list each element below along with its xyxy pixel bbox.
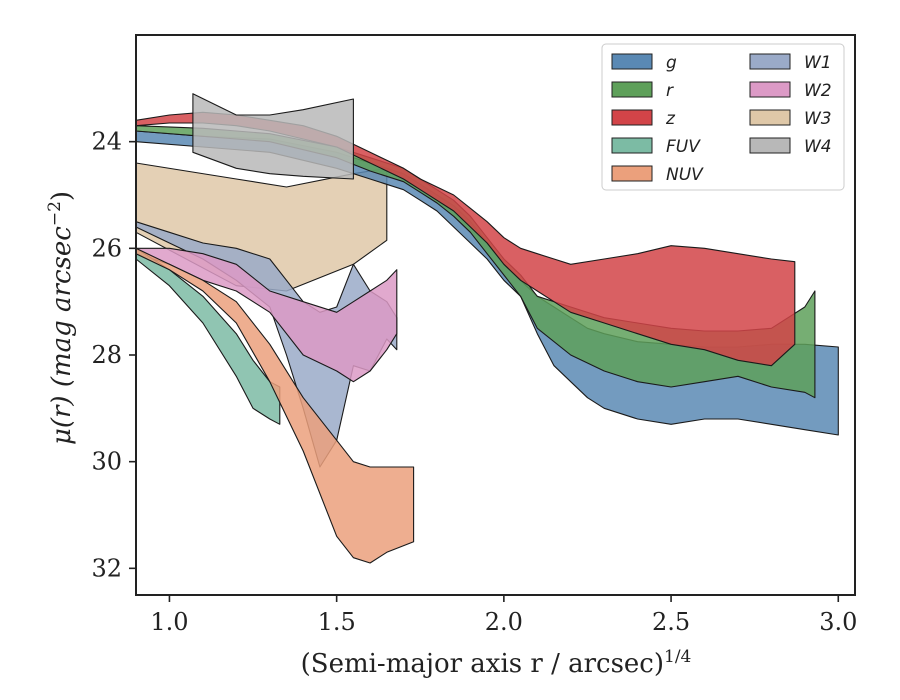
legend-swatch-w3 xyxy=(749,109,791,126)
band-w4 xyxy=(192,93,354,180)
legend-swatch-r xyxy=(611,81,653,98)
profile-bands xyxy=(135,93,839,564)
legend-label-r: r xyxy=(666,81,674,101)
legend-label-z: z xyxy=(665,109,676,129)
legend-label-w2: W2 xyxy=(804,81,832,101)
x-tick-label: 2.5 xyxy=(652,608,690,636)
y-axis-label: μ(r) (mag arcsec−2) xyxy=(45,191,77,445)
legend-label-w4: W4 xyxy=(804,137,832,157)
legend-swatch-w4 xyxy=(749,137,791,154)
legend-label-g: g xyxy=(666,53,677,73)
legend-swatch-fuv xyxy=(611,137,653,154)
legend-swatch-nuv xyxy=(611,165,653,182)
legend-label-w3: W3 xyxy=(804,109,832,129)
x-tick-label: 3.0 xyxy=(819,608,857,636)
plot-frame xyxy=(135,34,856,596)
y-tick-label: 24 xyxy=(91,128,122,156)
legend-label-nuv: NUV xyxy=(666,165,704,185)
legend-swatch-w2 xyxy=(749,81,791,98)
band-nuv xyxy=(135,247,415,564)
legend: grz FUV NUV W1 W2 W3 W4 xyxy=(601,43,845,191)
y-axis-ticks: 24 26 28 30 32 xyxy=(91,128,136,582)
x-axis-ticks: 1.0 1.5 2.0 2.5 3.0 xyxy=(150,595,857,636)
x-tick-label: 1.5 xyxy=(318,608,356,636)
x-tick-label: 1.0 xyxy=(150,608,188,636)
x-axis-label: (Semi-major axis r / arcsec)1/4 xyxy=(301,647,692,679)
legend-swatch-z xyxy=(611,109,653,126)
y-tick-label: 28 xyxy=(91,341,122,369)
band-fuv xyxy=(135,247,281,425)
band-w2 xyxy=(135,247,398,383)
band-z xyxy=(135,111,796,367)
legend-swatch-w1 xyxy=(749,53,791,70)
y-tick-label: 30 xyxy=(91,448,122,476)
y-tick-label: 26 xyxy=(91,234,122,262)
legend-swatch-g xyxy=(611,53,653,70)
legend-label-w1: W1 xyxy=(804,53,832,73)
legend-label-fuv: FUV xyxy=(666,137,701,157)
x-tick-label: 2.0 xyxy=(485,608,523,636)
y-tick-label: 32 xyxy=(91,554,122,582)
